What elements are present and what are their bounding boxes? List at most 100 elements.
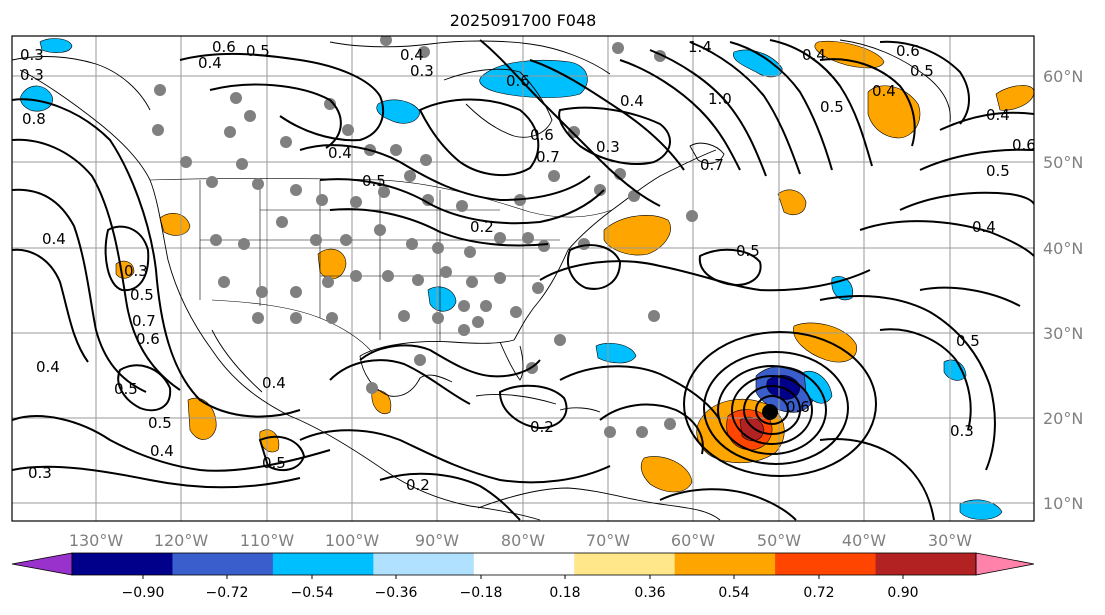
station-dot [494, 272, 506, 284]
station-dot [432, 312, 444, 324]
coastline-florida [499, 341, 524, 381]
station-dot [374, 224, 386, 236]
colorbar-tick-label: 0.72 [803, 585, 834, 601]
station-markers [152, 36, 698, 438]
contour-label: 0.5 [956, 332, 980, 350]
contour-line [879, 328, 972, 431]
shade-blue-labrador [733, 49, 783, 78]
station-dot [206, 176, 218, 188]
shade-orange-atl2 [777, 189, 807, 215]
colorbar-tick-label: −0.54 [291, 585, 334, 601]
station-dot [342, 124, 354, 136]
shade-orange-carib [371, 390, 392, 414]
station-dot [594, 184, 606, 196]
contour-label: 0.4 [972, 218, 996, 236]
lon-tick-label: 120°W [154, 531, 209, 550]
storm-ring [717, 365, 827, 455]
lon-tick-label: 110°W [240, 531, 295, 550]
contour-label: 0.3 [410, 62, 434, 80]
contour-line [329, 208, 549, 247]
station-dot [466, 276, 478, 288]
contour-line [12, 188, 147, 393]
colorbar-tick-label: 0.54 [718, 585, 749, 601]
coastline-newfoundland [689, 142, 725, 164]
contour-line [819, 295, 996, 471]
station-dot [510, 306, 522, 318]
lon-tick-label: 90°W [415, 531, 459, 550]
station-dot [568, 126, 580, 138]
station-dot [380, 36, 392, 46]
contour-line [599, 403, 704, 455]
lon-tick-label: 30°W [928, 531, 972, 550]
contour-label: 0.6 [896, 42, 920, 60]
contour-label: 0.6 [136, 330, 160, 348]
lat-tick-label: 10°N [1043, 494, 1083, 513]
contour-line [12, 138, 181, 391]
colorbar-tick-label: 0.18 [549, 585, 580, 601]
station-dot [554, 334, 566, 346]
lon-tick-label: 60°W [671, 531, 715, 550]
coastline-gulf-mexico [359, 149, 717, 357]
station-dot [456, 200, 468, 212]
contour-line [729, 41, 833, 171]
station-dot [326, 312, 338, 324]
station-dot [472, 316, 484, 328]
station-dot [366, 382, 378, 394]
station-dot [238, 238, 250, 250]
shade-orange-plains [317, 248, 347, 280]
contour-line [479, 39, 661, 207]
contour-line [859, 220, 1034, 257]
station-dot [276, 216, 288, 228]
contour-label: 0.8 [22, 110, 46, 128]
contour-label: 0.3 [124, 262, 148, 280]
coastline-baja [211, 329, 263, 393]
colorbar-segment [775, 553, 877, 575]
contour-line [559, 365, 721, 421]
contour-label: 0.4 [802, 46, 826, 64]
contour-label: 0.4 [42, 230, 66, 248]
lat-tick-label: 60°N [1043, 67, 1083, 86]
contour-line [12, 415, 331, 472]
colorbar-tick-label: 0.36 [634, 585, 665, 601]
station-dot [236, 158, 248, 170]
contour-label: 1.0 [708, 90, 732, 108]
contour-line [698, 248, 762, 286]
contour-label: 0.3 [20, 46, 44, 64]
contour-label: 0.4 [150, 442, 174, 460]
station-dot [612, 42, 624, 54]
station-dot [578, 238, 590, 250]
station-dot [310, 234, 322, 246]
shade-blue-west-nw [39, 38, 73, 53]
station-dot [152, 124, 164, 136]
station-dot [664, 418, 676, 430]
station-dot [390, 144, 402, 156]
colorbar: −0.90 −0.72 −0.54 −0.36 −0.18 0.18 0.36 … [11, 552, 1035, 601]
station-dot [480, 300, 492, 312]
station-dot [230, 92, 242, 104]
storm-ring [703, 351, 849, 465]
colorbar-segment [574, 553, 676, 575]
coastline-alaska [12, 56, 151, 111]
contour-line [258, 435, 306, 472]
contour-line [939, 111, 1034, 131]
contour-line [299, 144, 591, 202]
station-dot [252, 178, 264, 190]
station-dot [244, 110, 256, 122]
contour-line [329, 359, 471, 405]
contour-label: 0.7 [536, 148, 560, 166]
station-dot [290, 286, 302, 298]
lat-tick-label: 50°N [1043, 153, 1083, 172]
colorbar-segment [875, 553, 977, 575]
station-dot [532, 282, 544, 294]
contour-line [659, 488, 797, 521]
colorbar-segment [373, 553, 475, 575]
contour-line [359, 344, 541, 378]
lat-tick-label: 30°N [1043, 324, 1083, 343]
station-dot [404, 170, 416, 182]
station-dot [686, 210, 698, 222]
colorbar-tick-label: −0.36 [375, 585, 418, 601]
contour-lines [12, 39, 1034, 521]
lon-tick-label: 130°W [69, 531, 124, 550]
storm-ring [743, 385, 801, 435]
storm-ring [731, 375, 813, 445]
